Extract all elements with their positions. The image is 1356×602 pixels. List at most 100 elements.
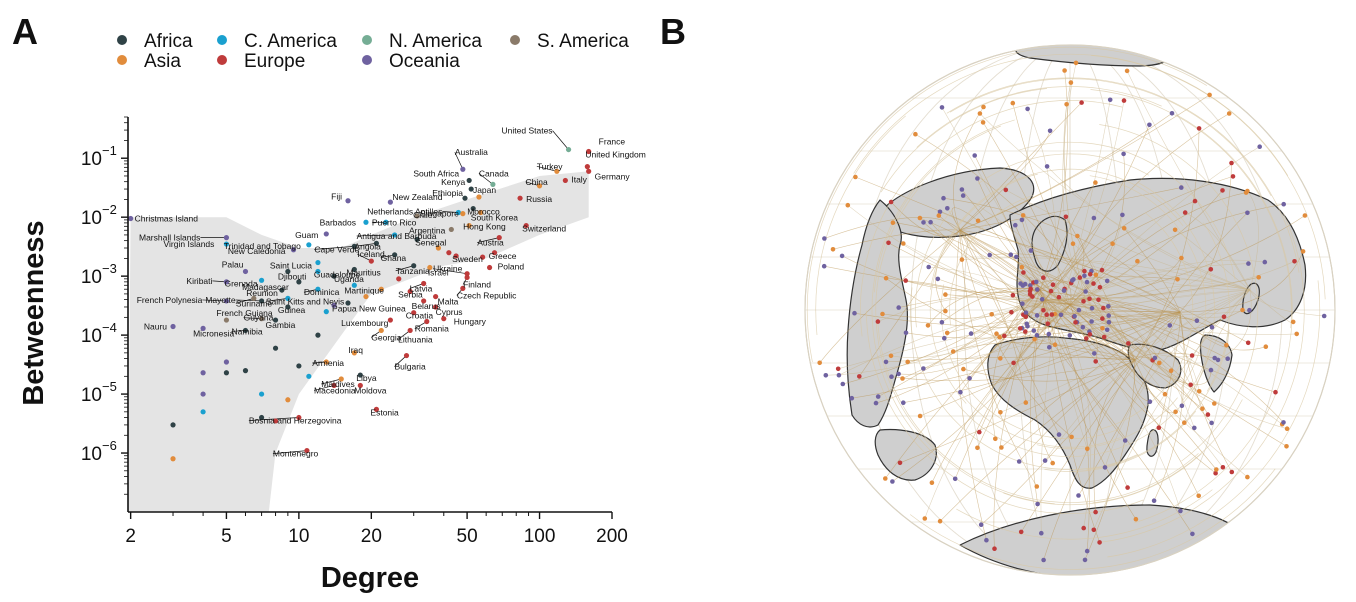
x-ticks: 2 5 10 20 50 100 200 — [125, 512, 628, 547]
airport-node — [1081, 299, 1086, 304]
data-point — [455, 209, 461, 216]
airport-node — [975, 445, 980, 451]
flight-link — [898, 304, 1071, 375]
data-point — [421, 298, 427, 304]
point-label: Christmas Island — [135, 213, 199, 223]
airport-node — [1178, 508, 1183, 514]
x-tick-label: 2 — [125, 526, 136, 547]
airport-node — [1083, 289, 1088, 294]
legend-swatch — [117, 55, 127, 65]
flight-link — [1044, 124, 1150, 301]
flight-link — [1076, 284, 1251, 323]
airport-node — [1100, 326, 1105, 331]
airport-node — [1056, 432, 1062, 437]
flight-link — [954, 304, 1071, 479]
airport-node — [1173, 409, 1178, 415]
airport-node — [1041, 557, 1046, 563]
airport-node — [1034, 279, 1039, 285]
airport-node — [1019, 264, 1025, 270]
data-point — [433, 293, 439, 300]
data-point — [200, 370, 206, 376]
airport-node — [1179, 255, 1184, 261]
flight-link — [1084, 297, 1215, 404]
flight-link — [916, 86, 1162, 148]
point-label: Ukraine — [433, 264, 463, 274]
point-label: Georgia — [371, 332, 402, 342]
airport-node — [1229, 469, 1235, 475]
airport-node — [968, 331, 974, 336]
point-label: Virgin Islands — [164, 239, 215, 249]
airport-node — [1017, 326, 1023, 331]
airport-node — [1010, 100, 1016, 106]
point-label: Montenegro — [273, 449, 319, 459]
label-leader — [477, 237, 500, 243]
airport-node — [958, 389, 963, 395]
airport-node — [998, 356, 1003, 361]
data-point — [435, 245, 442, 251]
airport-node — [1070, 241, 1076, 246]
airport-node — [1290, 319, 1296, 325]
data-point — [251, 295, 257, 301]
flight-link — [931, 304, 1071, 483]
airport-node — [1050, 282, 1056, 288]
airport-node — [1089, 305, 1095, 311]
airport-node — [1093, 509, 1098, 515]
y-tick-exponent: −2 — [102, 202, 117, 217]
airport-node — [1050, 460, 1055, 466]
airport-node — [1245, 188, 1250, 194]
data-point — [200, 325, 206, 331]
airport-node — [1073, 60, 1079, 66]
point-label: Papua New Guinea — [332, 303, 406, 313]
data-point — [441, 316, 447, 322]
point-label: French Polynesia — [137, 295, 203, 305]
flight-link — [959, 229, 1276, 393]
y-tick-exponent: −3 — [102, 261, 117, 276]
airport-node — [1031, 328, 1037, 333]
flight-link — [953, 342, 1136, 361]
airport-node — [1047, 128, 1053, 134]
flight-link — [959, 229, 1072, 438]
airport-node — [897, 460, 903, 466]
airport-node — [1093, 272, 1099, 278]
airport-node — [1245, 340, 1251, 346]
point-label: Estonia — [370, 407, 399, 417]
data-point — [387, 317, 393, 323]
flight-link — [1084, 263, 1249, 299]
airport-node — [1101, 305, 1106, 311]
airport-node — [1080, 324, 1086, 330]
airport-node — [1207, 92, 1212, 98]
data-point — [258, 298, 265, 304]
airport-node — [1045, 321, 1051, 327]
point-label: Poland — [498, 262, 525, 272]
data-point — [223, 298, 230, 304]
airport-node — [998, 410, 1003, 415]
data-point — [491, 250, 498, 256]
airport-node — [980, 120, 986, 125]
airport-node — [1084, 548, 1090, 554]
data-point — [554, 168, 560, 174]
airport-node — [901, 400, 906, 406]
label-leader — [265, 298, 288, 302]
airport-node — [1190, 531, 1195, 537]
airport-node — [1021, 270, 1026, 275]
flight-link — [875, 182, 1055, 505]
airport-node — [1220, 465, 1226, 470]
airport-node — [1121, 226, 1127, 231]
airport-node — [1044, 312, 1049, 318]
airport-node — [1147, 122, 1152, 128]
flight-link — [880, 88, 1048, 193]
point-label: Finland — [463, 279, 491, 289]
airport-node — [921, 220, 926, 225]
point-label: Djibouti — [278, 271, 306, 281]
point-label: Iceland — [357, 249, 385, 259]
point-label: Kenya — [441, 177, 465, 187]
airport-node — [1256, 275, 1261, 280]
point-label: Maldives — [321, 379, 355, 389]
data-point — [200, 409, 206, 415]
airport-node — [1084, 336, 1089, 341]
airport-node — [1034, 313, 1040, 318]
y-tick-exponent: −4 — [102, 320, 117, 335]
label-leader — [272, 450, 307, 454]
legend-label: Asia — [144, 51, 181, 72]
